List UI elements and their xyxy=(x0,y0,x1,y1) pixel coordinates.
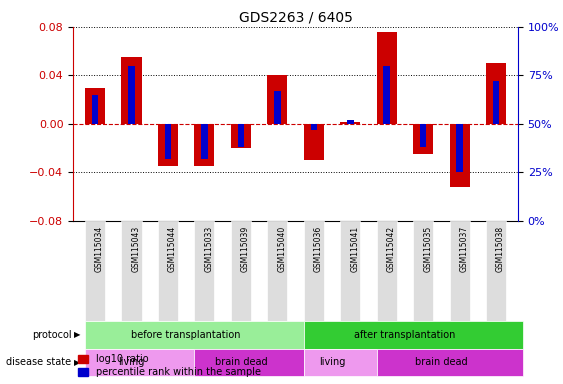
Text: GSM115034: GSM115034 xyxy=(95,226,104,272)
FancyBboxPatch shape xyxy=(486,221,506,321)
Text: GSM115039: GSM115039 xyxy=(241,226,250,272)
Bar xyxy=(194,124,215,166)
Text: GSM115033: GSM115033 xyxy=(204,226,213,272)
Bar xyxy=(450,124,470,187)
Text: GSM115040: GSM115040 xyxy=(278,226,287,272)
FancyBboxPatch shape xyxy=(158,221,178,321)
Text: GSM115038: GSM115038 xyxy=(496,226,505,272)
FancyBboxPatch shape xyxy=(267,221,287,321)
FancyBboxPatch shape xyxy=(304,221,324,321)
Bar xyxy=(383,66,390,124)
FancyBboxPatch shape xyxy=(231,221,251,321)
FancyBboxPatch shape xyxy=(122,221,141,321)
FancyBboxPatch shape xyxy=(85,349,194,376)
FancyBboxPatch shape xyxy=(304,321,522,349)
Bar xyxy=(347,120,354,124)
Bar xyxy=(201,124,208,159)
Bar xyxy=(340,121,360,124)
Bar xyxy=(486,63,506,124)
Bar xyxy=(128,66,135,124)
Bar xyxy=(158,124,178,166)
Text: GSM115044: GSM115044 xyxy=(168,226,177,272)
FancyBboxPatch shape xyxy=(304,349,377,376)
FancyBboxPatch shape xyxy=(85,321,304,349)
Bar xyxy=(122,57,141,124)
Text: GSM115036: GSM115036 xyxy=(314,226,323,272)
Text: GSM115041: GSM115041 xyxy=(350,226,359,272)
Text: brain dead: brain dead xyxy=(215,358,267,367)
Text: GSM115043: GSM115043 xyxy=(132,226,141,272)
Text: before transplantation: before transplantation xyxy=(131,330,241,340)
Bar xyxy=(85,88,105,124)
FancyBboxPatch shape xyxy=(450,221,470,321)
Bar xyxy=(231,124,251,148)
Text: ▶: ▶ xyxy=(74,330,81,339)
Bar xyxy=(92,95,99,124)
Bar xyxy=(413,124,433,154)
Title: GDS2263 / 6405: GDS2263 / 6405 xyxy=(239,10,352,24)
Bar xyxy=(274,91,280,124)
Text: living: living xyxy=(118,358,145,367)
Text: ▶: ▶ xyxy=(74,358,81,367)
Bar xyxy=(377,32,397,124)
Text: disease state: disease state xyxy=(6,358,72,367)
FancyBboxPatch shape xyxy=(194,349,304,376)
Bar xyxy=(420,124,426,147)
FancyBboxPatch shape xyxy=(85,221,105,321)
Bar xyxy=(493,81,499,124)
Bar xyxy=(457,124,463,172)
Bar xyxy=(267,75,287,124)
Bar xyxy=(165,124,171,159)
Bar xyxy=(304,124,324,161)
Text: brain dead: brain dead xyxy=(415,358,468,367)
FancyBboxPatch shape xyxy=(340,221,360,321)
Text: GSM115035: GSM115035 xyxy=(423,226,432,272)
Bar xyxy=(311,124,317,130)
Text: protocol: protocol xyxy=(32,330,72,340)
FancyBboxPatch shape xyxy=(413,221,433,321)
Legend: log10 ratio, percentile rank within the sample: log10 ratio, percentile rank within the … xyxy=(78,354,261,377)
FancyBboxPatch shape xyxy=(377,221,397,321)
Text: GSM115037: GSM115037 xyxy=(459,226,468,272)
FancyBboxPatch shape xyxy=(194,221,215,321)
FancyBboxPatch shape xyxy=(377,349,522,376)
Text: GSM115042: GSM115042 xyxy=(387,226,396,272)
Bar xyxy=(238,124,244,147)
Text: living: living xyxy=(319,358,345,367)
Text: after transplantation: after transplantation xyxy=(354,330,455,340)
